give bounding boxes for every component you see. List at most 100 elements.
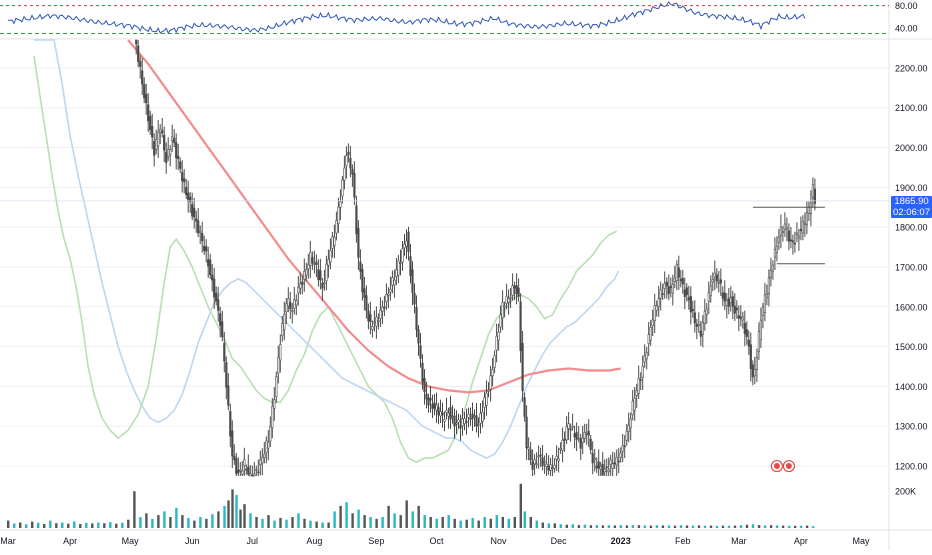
volume-bar [321,522,324,528]
volume-bar [139,517,142,528]
time-axis[interactable]: Mar Apr May Jun Jul Aug Sep Oct Nov Dec 2023 Feb Mar… [0,536,870,546]
candle-body [421,362,424,383]
candle-body [745,329,748,337]
candle-body [535,463,538,466]
candle-body [293,299,296,309]
time-tick-label: Mar [731,536,747,546]
candle-body [327,259,330,266]
earnings-flag-dot [785,463,792,470]
candle-body [175,142,178,159]
candle-body [193,207,196,218]
candle-body [487,389,490,392]
candle-body [813,188,816,204]
candle-body [569,428,572,431]
candle-body [145,93,148,103]
volume-bar [303,518,306,528]
volume-bar [187,517,190,528]
candle-body [575,432,578,440]
candle-body [375,316,378,327]
candle-body [297,286,300,294]
candle-body [735,307,738,311]
volume-bar [115,523,118,528]
volume-bar [703,525,707,528]
time-tick-label: Apr [794,536,808,546]
candle-body [355,205,358,235]
price-tick-label: 2200.00 [895,63,928,73]
volume-bar [345,502,348,528]
candle-body [203,245,206,252]
candle-body [255,469,258,472]
candle-body [553,464,556,469]
candle-body [369,314,372,322]
candle-body [195,218,198,222]
candle-body [395,269,398,277]
volume-bar [7,520,10,528]
event-flags[interactable] [770,459,796,473]
candle-body [225,362,228,388]
candle-body [429,397,432,401]
candle-body [633,397,636,411]
candle-body [303,270,306,280]
candle-body [577,437,580,440]
volume-bar [453,518,456,528]
candle-body [607,469,610,473]
volume-bar [547,523,550,528]
rsi-pane[interactable] [0,0,889,35]
volume-bar [423,515,426,528]
candle-body [289,302,292,310]
candle-body [277,357,280,374]
candle-body [585,432,588,435]
candle-body [207,259,210,267]
candle-body [157,131,160,147]
volume-bar [799,525,803,528]
candle-body [599,465,602,470]
candle-body [159,128,162,134]
volume-bar [297,513,300,528]
volume-bar [649,525,653,528]
volume-bar [339,505,342,528]
volume-bar [607,525,611,528]
volume-bar [595,525,599,528]
price-axis[interactable]: 2200.00 2100.00 2000.00 1900.00 1800.00 1700.… [895,1,928,497]
candle-body [769,269,772,278]
volume-bar [769,525,773,528]
volume-bar [429,517,432,528]
candle-body [459,425,462,429]
price-candles-layer[interactable] [135,39,816,477]
candle-body [479,413,482,424]
volume-bar [267,515,270,528]
candle-body [695,323,698,327]
candle-body [805,212,808,226]
horizontal-levels-layer[interactable] [0,200,889,265]
volume-bar [163,511,166,528]
current-price-badge: 1865.90 02:06:07 [891,196,932,218]
volume-bar [291,517,294,528]
volume-bar [477,520,480,528]
candle-body [671,283,674,294]
volume-bar [601,525,605,528]
candle-body [323,282,326,285]
volume-bar [91,523,94,528]
candle-body [707,292,710,302]
price-tick-label: 2100.00 [895,103,928,113]
rsi-tick-label: 80.00 [895,1,918,11]
candle-body [209,259,212,275]
volume-pane[interactable] [7,483,815,528]
volume-bar [613,525,617,528]
volume-bar [181,515,184,528]
time-tick-label: Dec [551,536,568,546]
time-tick-label: 2023 [611,536,631,546]
candle-body [651,319,654,326]
candle-body [291,309,294,312]
candle-body [663,283,666,289]
candle-body [223,342,226,362]
volume-bar [97,522,100,528]
candle-body [811,184,814,198]
candle-body [579,438,582,449]
volume-bar [25,524,28,528]
candle-body [461,418,464,426]
candle-body [605,466,608,469]
candle-body [349,158,352,169]
